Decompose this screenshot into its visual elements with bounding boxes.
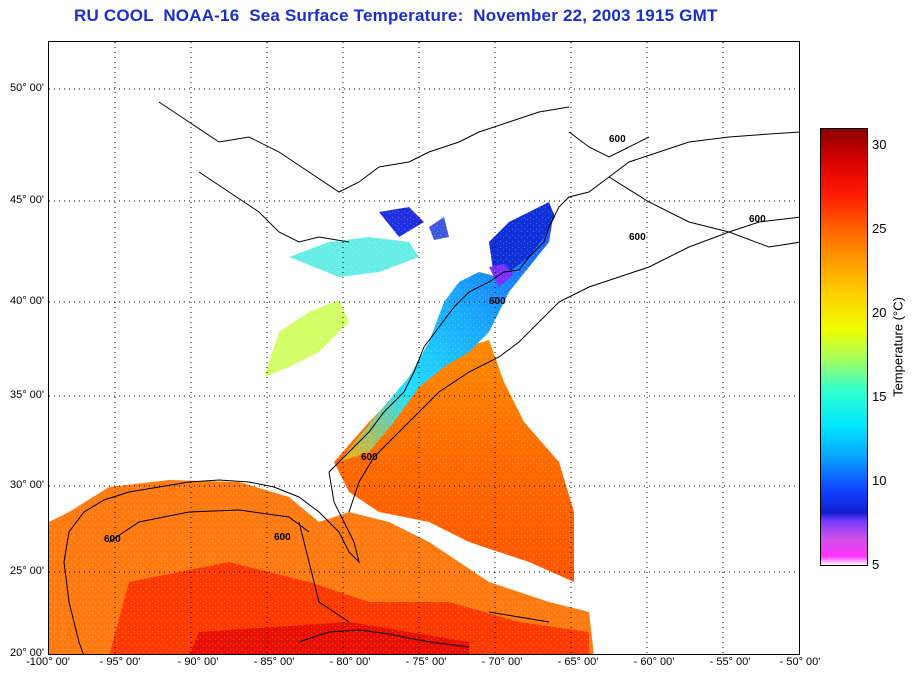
colorbar-tick: 30 bbox=[872, 137, 886, 152]
isobath-label: 600 bbox=[489, 296, 506, 307]
lon-label: - 90° 00' bbox=[178, 656, 219, 668]
lon-label: - 85° 00' bbox=[254, 656, 295, 668]
lon-label: -100° 00' bbox=[26, 656, 70, 668]
map-title: RU COOL NOAA-16 Sea Surface Temperature:… bbox=[0, 6, 912, 26]
isobath-label: 600 bbox=[749, 214, 766, 225]
lon-label: - 55° 00' bbox=[710, 656, 751, 668]
colorbar-title: Temperature (°C) bbox=[891, 297, 906, 397]
isobath-label: 600 bbox=[274, 532, 291, 543]
lat-label: 25° 00' bbox=[0, 565, 44, 577]
sst-imagery bbox=[49, 42, 800, 655]
sst-map[interactable]: 600 600 600 600 600 600 600 bbox=[48, 41, 800, 655]
lon-label: - 70° 00' bbox=[482, 656, 523, 668]
lat-label: 30° 00' bbox=[0, 479, 44, 491]
colorbar-tick: 20 bbox=[872, 305, 886, 320]
colorbar-tick: 5 bbox=[872, 557, 879, 572]
colorbar-tick: 10 bbox=[872, 473, 886, 488]
lat-label: 40° 00' bbox=[0, 295, 44, 307]
lon-label: - 95° 00' bbox=[100, 656, 141, 668]
isobath-label: 600 bbox=[104, 534, 121, 545]
lon-label: - 50° 00' bbox=[780, 656, 821, 668]
lon-label: - 80° 00' bbox=[330, 656, 371, 668]
colorbar-tick: 25 bbox=[872, 221, 886, 236]
lon-label: - 65° 00' bbox=[558, 656, 599, 668]
lat-label: 35° 00' bbox=[0, 389, 44, 401]
isobath-label: 600 bbox=[361, 452, 378, 463]
isobath-label: 600 bbox=[609, 134, 626, 145]
isobath-label: 600 bbox=[629, 232, 646, 243]
map-canvas: 600 600 600 600 600 600 600 bbox=[49, 42, 800, 655]
lat-label: 50° 00' bbox=[0, 82, 44, 94]
colorbar-tick: 15 bbox=[872, 389, 886, 404]
lon-label: - 60° 00' bbox=[634, 656, 675, 668]
temperature-colorbar bbox=[820, 128, 868, 566]
lat-label: 45° 00' bbox=[0, 194, 44, 206]
lon-label: - 75° 00' bbox=[406, 656, 447, 668]
